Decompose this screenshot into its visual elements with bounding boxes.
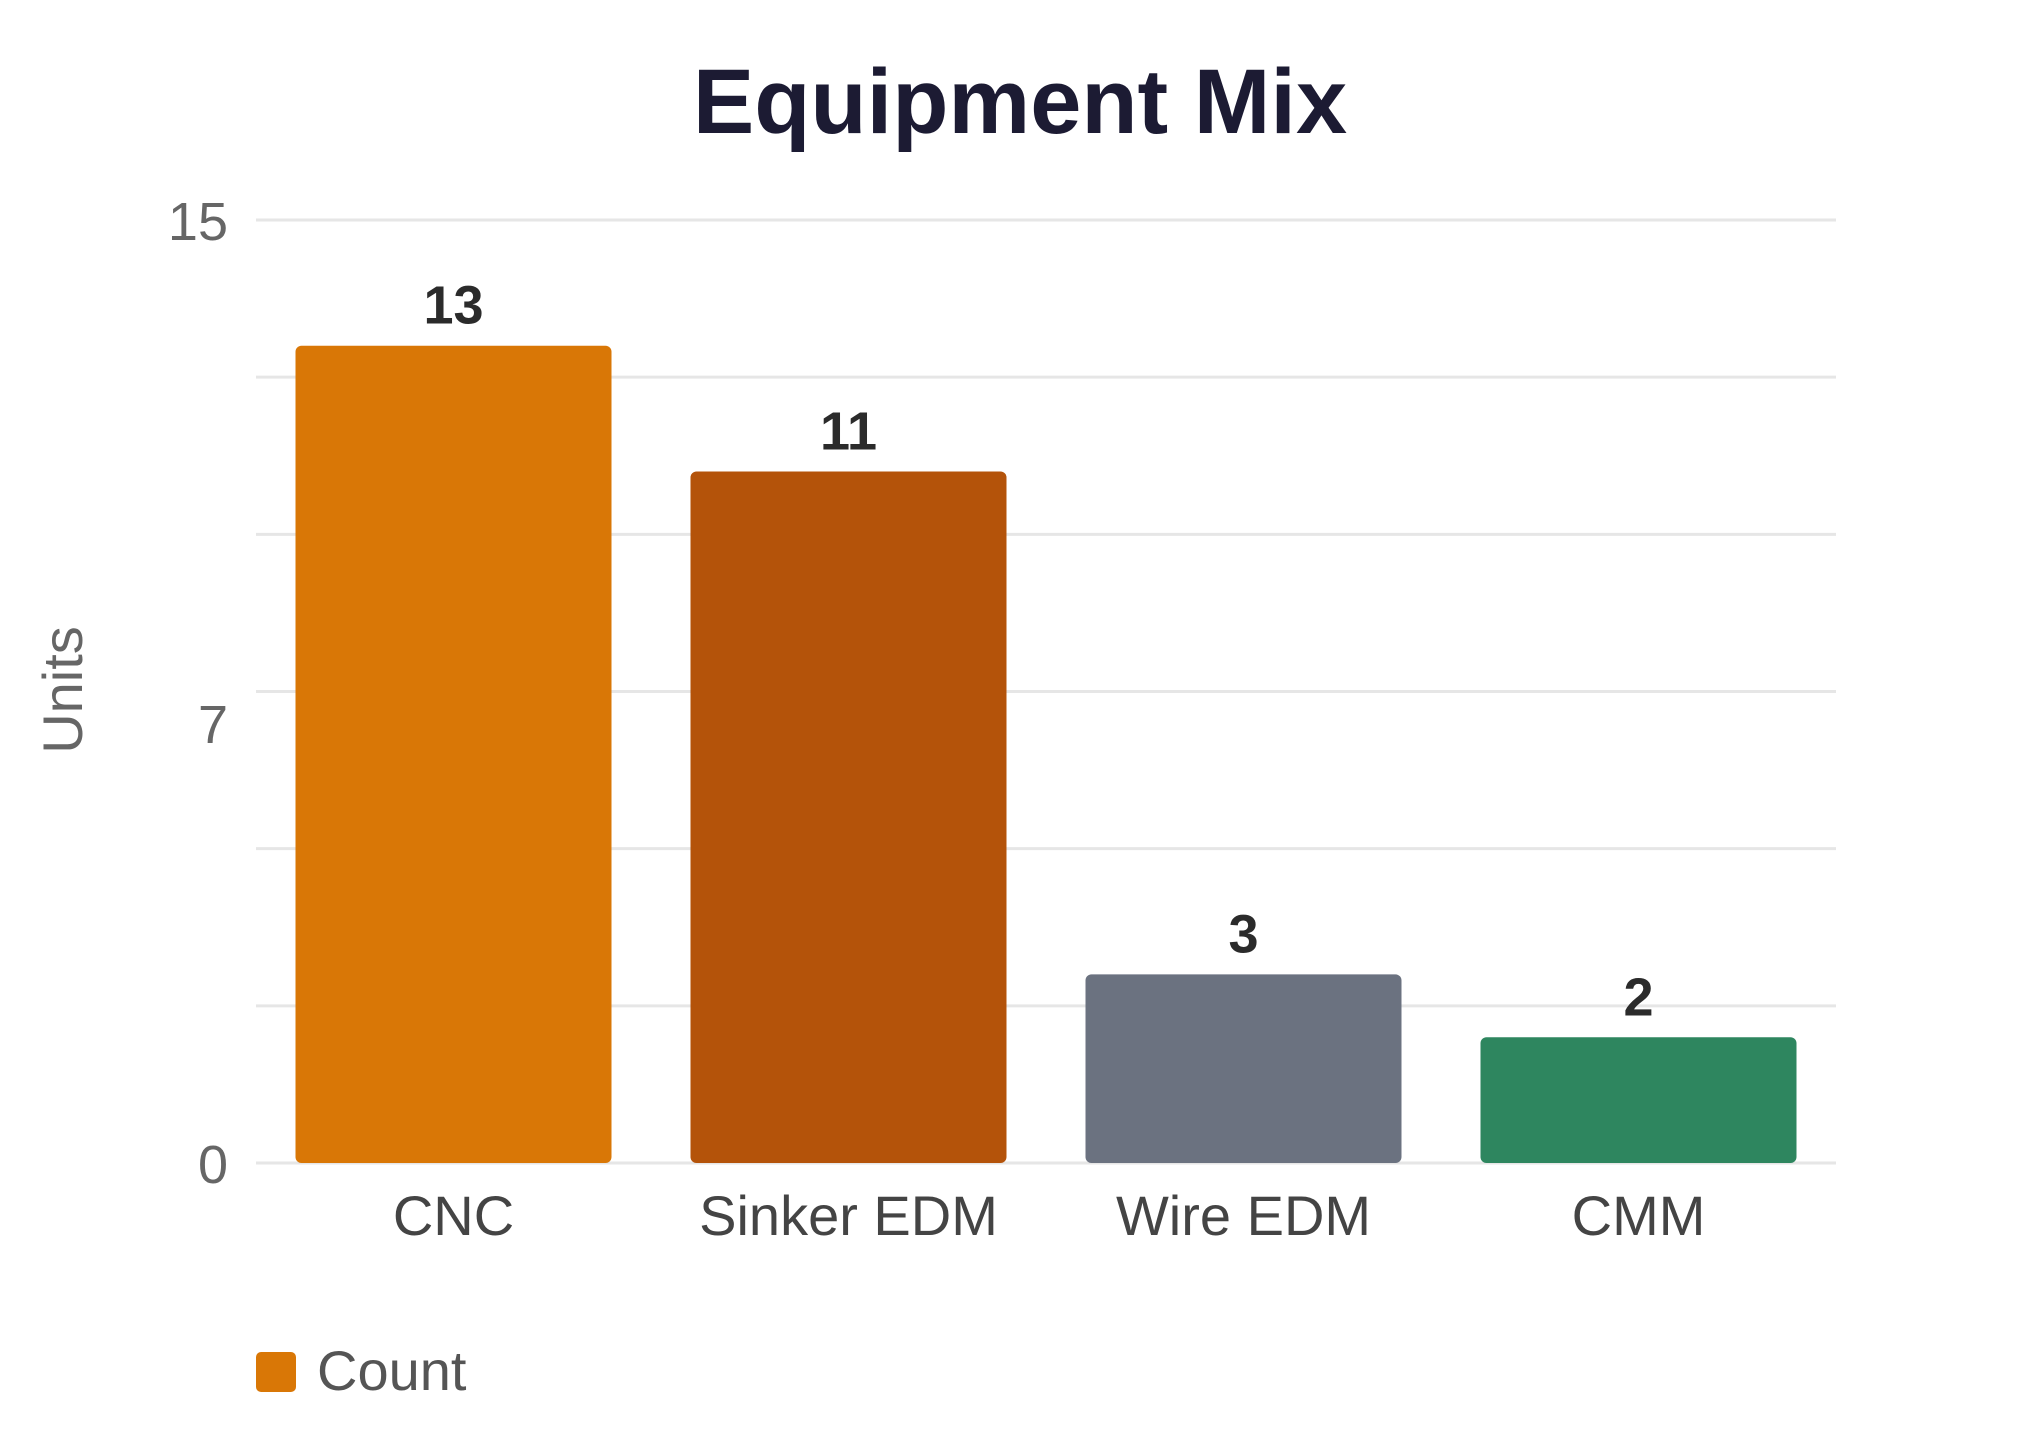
y-tick-label: 15 xyxy=(168,192,228,252)
bar-value-label: 3 xyxy=(1228,904,1258,964)
x-tick-label: Sinker EDM xyxy=(699,1184,998,1247)
x-tick-label: CNC xyxy=(393,1184,514,1247)
y-tick-label: 0 xyxy=(198,1135,228,1195)
legend: Count xyxy=(256,1339,467,1402)
bar xyxy=(690,471,1007,1163)
y-tick-label: 7 xyxy=(198,695,228,755)
bar-value-label: 13 xyxy=(423,276,483,336)
bar xyxy=(1085,974,1402,1163)
x-tick-label: CMM xyxy=(1572,1184,1706,1247)
x-axis-ticks: CNC Sinker EDM Wire EDM CMM xyxy=(393,1184,1706,1247)
data-labels: 13 11 3 2 xyxy=(423,276,1653,1028)
legend-swatch-count xyxy=(256,1352,296,1392)
bar-value-label: 2 xyxy=(1623,967,1653,1027)
bars xyxy=(295,345,1797,1163)
x-tick-label: Wire EDM xyxy=(1116,1184,1371,1247)
y-axis-label: Units xyxy=(31,626,94,754)
y-axis-ticks: 0 7 15 xyxy=(168,192,228,1195)
bar-value-label: 11 xyxy=(820,401,877,461)
chart-title: Equipment Mix xyxy=(693,51,1347,153)
legend-label-count: Count xyxy=(317,1339,467,1402)
bar xyxy=(295,345,612,1163)
bar xyxy=(1480,1037,1797,1163)
